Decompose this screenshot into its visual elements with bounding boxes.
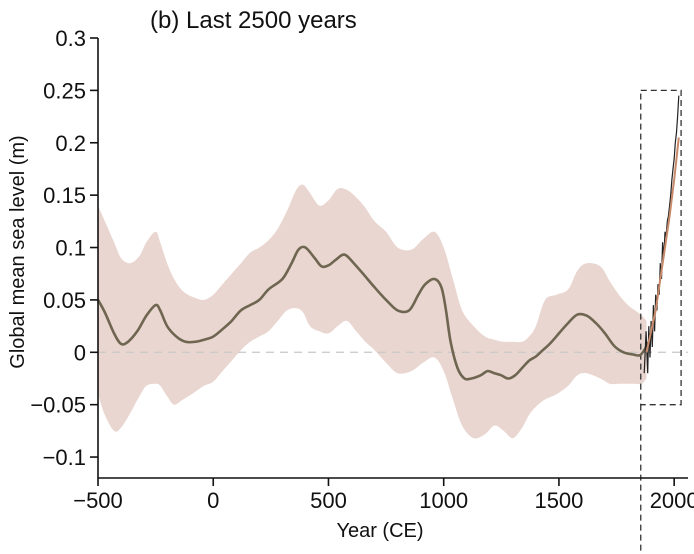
y-tick-label: 0 [74,340,86,365]
axes-layer: 0.3 0.25 0.2 0.15 0.1 0.05 0 −0.05 −0.1 −500 0 500 1… [30,26,694,513]
uncertainty-band [98,184,647,439]
y-tick-label: 0.15 [43,183,86,208]
x-tick-label: 1000 [419,488,468,513]
y-tick-label: −0.1 [43,445,86,470]
y-tick-label: −0.05 [30,393,86,418]
highlight-box-layer [640,89,682,554]
y-tick-label: 0.3 [55,26,86,51]
x-tick-label: 500 [310,488,347,513]
x-tick-label: 0 [207,488,219,513]
x-axis-label: Year (CE) [336,520,423,542]
y-tick-label: 0.05 [43,288,86,313]
labels-layer: (b) Last 2500 years Year (CE) Global mea… [7,7,424,542]
y-tick-label: 0.25 [43,78,86,103]
series-layer [96,95,680,381]
highlight-box [640,89,682,406]
x-tick-label: −500 [73,488,123,513]
y-tick-label: 0.1 [55,236,86,261]
central-estimate-line [96,245,650,381]
y-axis-label: Global mean sea level (m) [7,135,29,368]
x-tick-label: 2000 [650,488,694,513]
observations-line [643,95,680,374]
y-tick-label: 0.2 [55,131,86,156]
uncertainty-band-layer [98,184,647,439]
recent-trend-line [645,137,680,353]
chart-title: (b) Last 2500 years [150,7,357,34]
x-tick-label: 1500 [534,488,583,513]
